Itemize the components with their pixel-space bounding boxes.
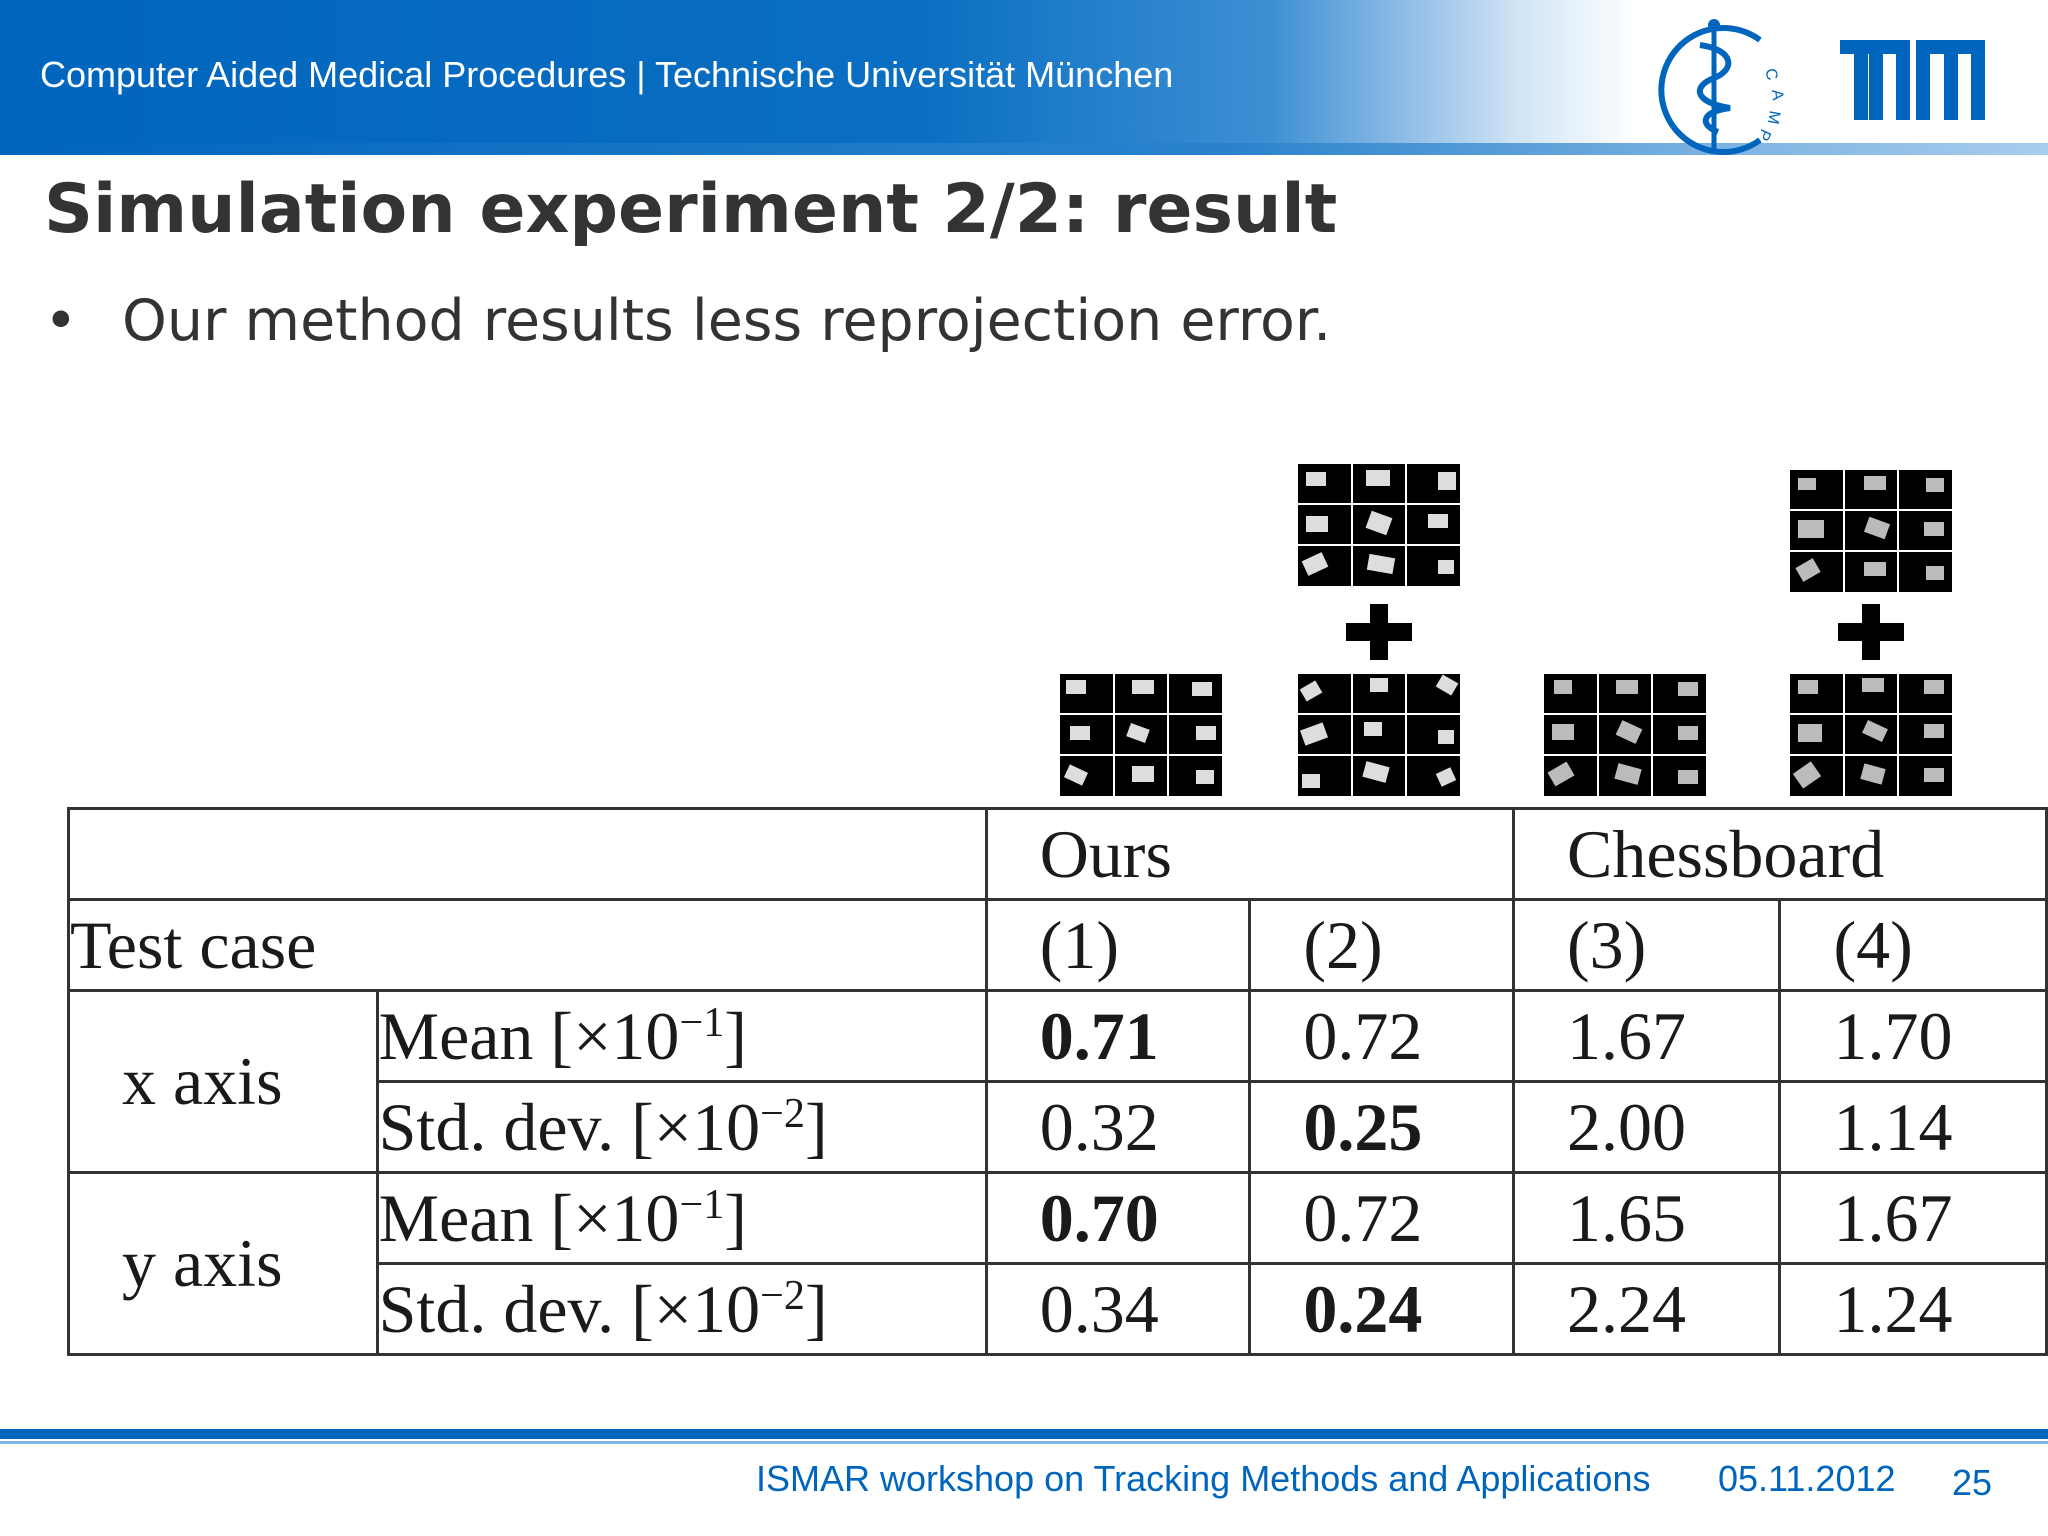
y-std-value: 0.34 [984, 1262, 1252, 1356]
x-std-value: 1.14 [1778, 1080, 2048, 1174]
footer-line-light [0, 1441, 2048, 1444]
plus-icon [1346, 604, 1412, 660]
page-number: 25 [1952, 1462, 1993, 1503]
table-row: Test case (1) (2) (3) (4) [67, 898, 2048, 992]
y-std-value: 0.24 [1248, 1262, 1515, 1356]
bullet-dot-icon: • [44, 288, 78, 354]
x-mean-value: 1.70 [1778, 989, 2048, 1083]
institution-name: Computer Aided Medical Procedures | Tech… [40, 54, 1174, 95]
group-header-ours: Ours [984, 807, 1515, 901]
svg-text:M: M [1764, 109, 1783, 125]
footer-line [0, 1429, 2048, 1439]
group-header-chessboard: Chessboard [1511, 807, 2048, 901]
x-std-value: 0.32 [984, 1080, 1252, 1174]
chessboard-grid-image [1790, 674, 1952, 796]
table-row: Std. dev. [×10−2] 0.32 0.25 2.00 1.14 [69, 1080, 2048, 1174]
std-dev-label: Std. dev. [×10−2] [375, 1080, 988, 1174]
footer-event: ISMAR workshop on Tracking Methods and A… [756, 1458, 1651, 1499]
table-row: x axis Mean [×10−1] 0.71 0.72 1.67 1.70 [67, 989, 2048, 1174]
tum-logo-icon [1840, 40, 1985, 120]
footer-date: 05.11.2012 [1718, 1458, 1896, 1499]
x-mean-value: 0.71 [984, 989, 1252, 1083]
y-mean-value: 0.70 [984, 1171, 1252, 1265]
mean-label: Mean [×10−1] [375, 1171, 988, 1265]
case-label: (3) [1511, 898, 1782, 992]
table-cell [67, 807, 988, 901]
bullet-point: • Our method results less reprojection er… [44, 288, 1331, 354]
marker-grid-image [1060, 674, 1222, 796]
table-row: y axis Mean [×10−1] 0.70 0.72 1.65 1.67 [67, 1171, 2048, 1356]
x-std-value: 2.00 [1511, 1080, 1782, 1174]
x-mean-value: 1.67 [1511, 989, 1782, 1083]
bullet-text: Our method results less reprojection err… [122, 288, 1332, 354]
y-mean-value: 0.72 [1248, 1171, 1515, 1265]
y-mean-value: 1.65 [1511, 1171, 1782, 1265]
table-row: Std. dev. [×10−2] 0.34 0.24 2.24 1.24 [69, 1262, 2048, 1356]
case-label: (2) [1248, 898, 1515, 992]
marker-grid-image [1298, 464, 1460, 586]
results-table: Ours Chessboard Test case (1) (2) (3) (4… [67, 807, 2048, 1356]
test-case-label: Test case [67, 898, 988, 992]
x-mean-value: 0.72 [1248, 989, 1515, 1083]
camp-logo-icon: C A M P [1658, 19, 1786, 155]
chessboard-grid-image [1544, 674, 1706, 796]
svg-text:C: C [1761, 67, 1780, 83]
mean-label: Mean [×10−1] [375, 989, 988, 1083]
y-std-value: 1.24 [1778, 1262, 2048, 1356]
header-underline [0, 143, 2048, 155]
case-label: (1) [984, 898, 1252, 992]
x-axis-label: x axis [67, 989, 379, 1174]
case-label: (4) [1778, 898, 2048, 992]
slide-title: Simulation experiment 2/2: result [44, 170, 1338, 249]
table-row: Ours Chessboard [67, 807, 2048, 901]
header-bar [0, 0, 2048, 155]
y-std-value: 2.24 [1511, 1262, 1782, 1356]
marker-grid-image [1298, 674, 1460, 796]
y-mean-value: 1.67 [1778, 1171, 2048, 1265]
svg-text:A: A [1768, 89, 1786, 101]
chessboard-grid-image [1790, 470, 1952, 592]
y-axis-label: y axis [67, 1171, 379, 1356]
x-std-value: 0.25 [1248, 1080, 1515, 1174]
std-dev-label: Std. dev. [×10−2] [375, 1262, 988, 1356]
plus-icon [1838, 604, 1904, 660]
